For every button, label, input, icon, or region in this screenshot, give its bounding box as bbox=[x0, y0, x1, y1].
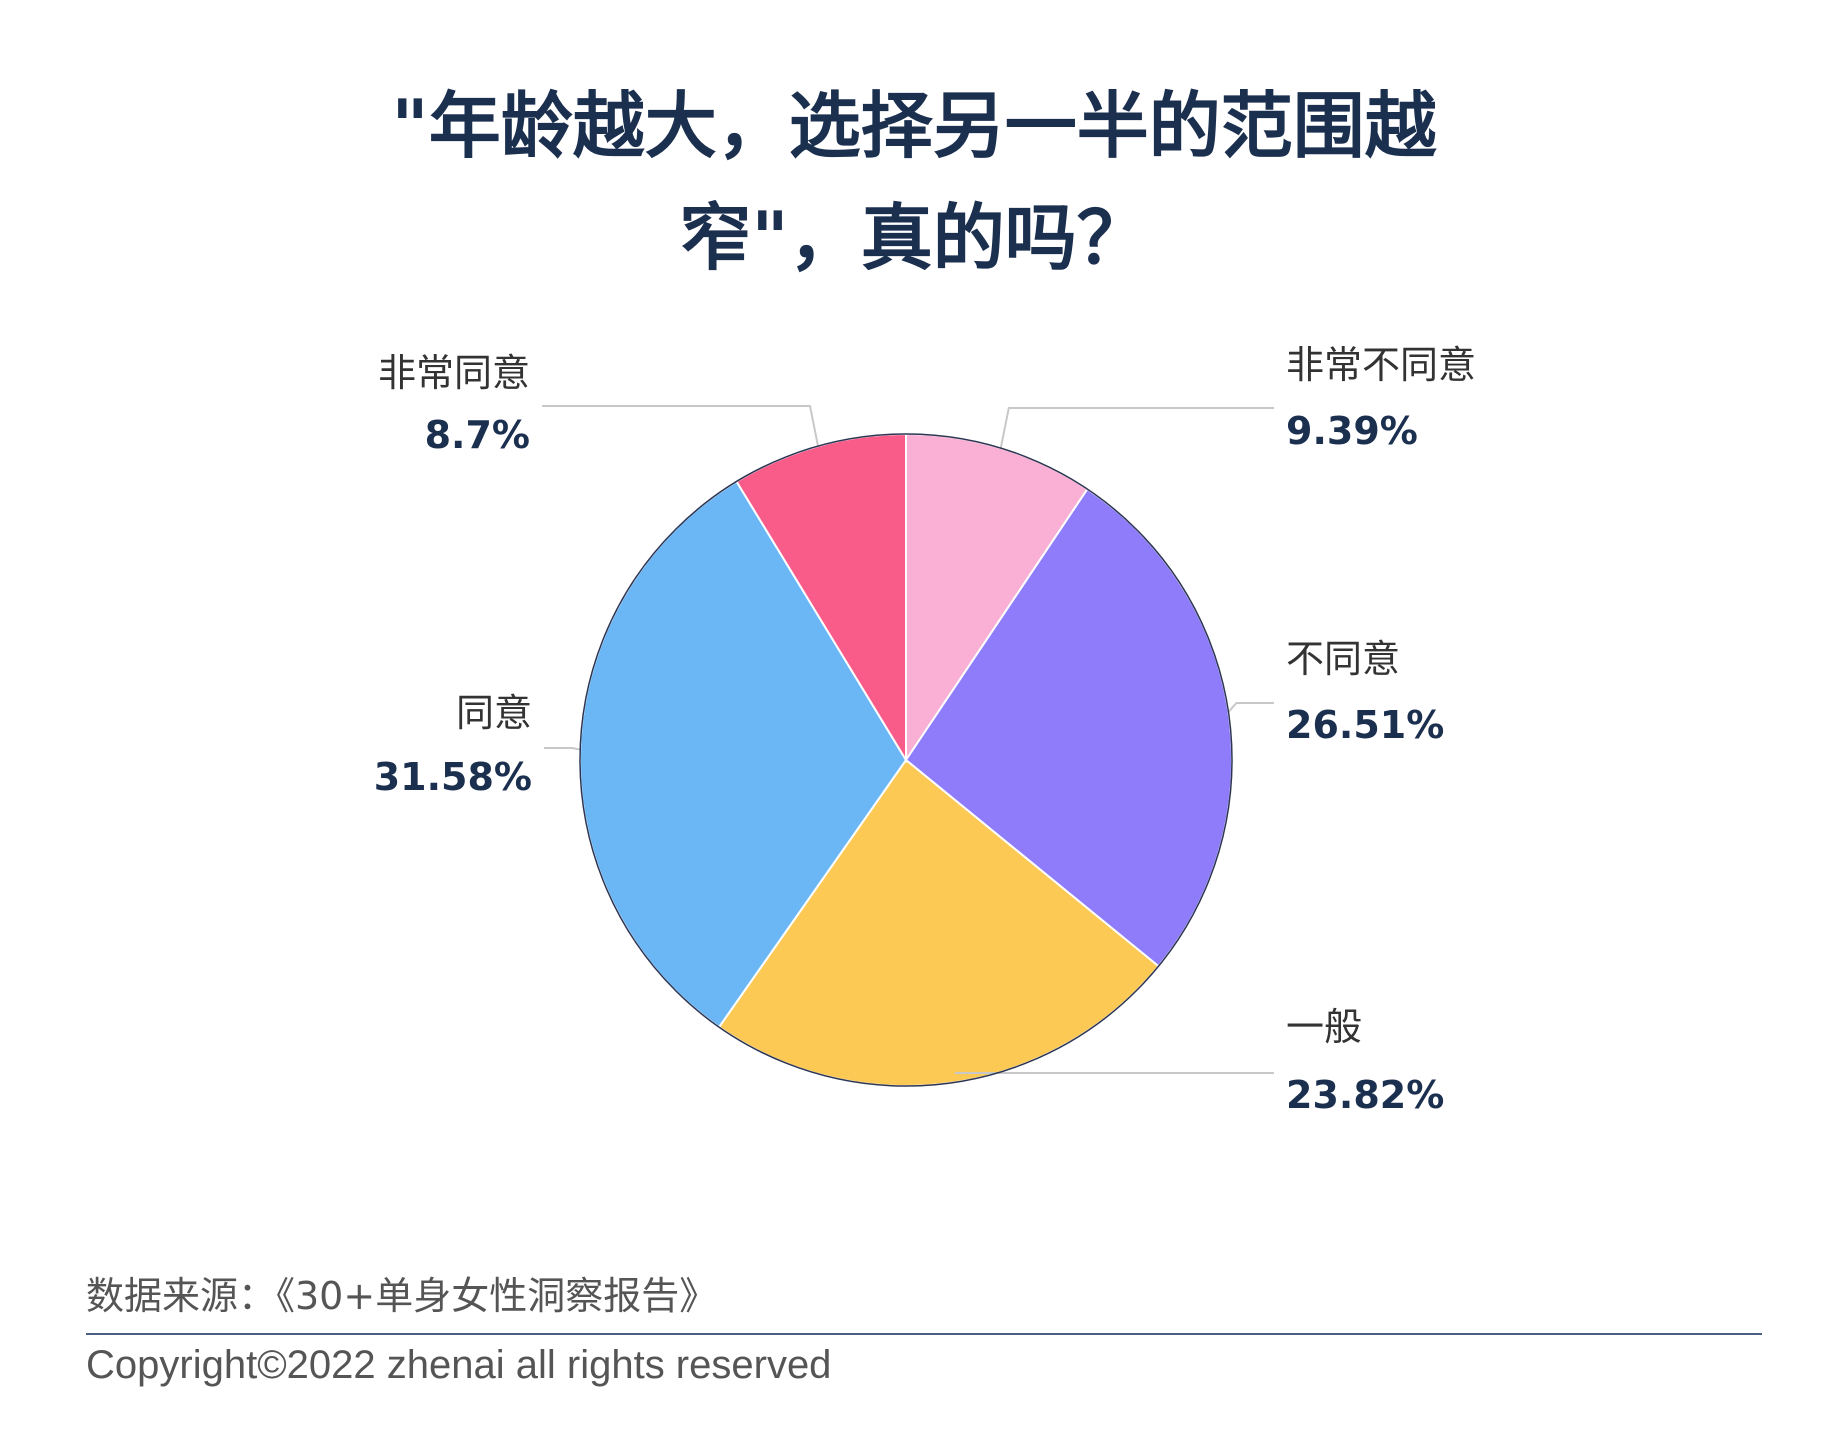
leader-line-2 bbox=[1227, 702, 1274, 713]
slice-label-3: 一般 bbox=[1286, 1005, 1362, 1049]
slice-label-1: 非常不同意 bbox=[1286, 343, 1476, 387]
leader-line-1 bbox=[999, 407, 1274, 449]
chart-title-line-1: "年龄越大，选择另一半的范围越 bbox=[391, 84, 1437, 168]
footer-divider bbox=[86, 1333, 1762, 1335]
copyright-text: Copyright©2022 zhenai all rights reserve… bbox=[86, 1343, 832, 1387]
leader-line-3 bbox=[955, 1072, 1274, 1074]
slice-label-2: 不同意 bbox=[1286, 637, 1400, 681]
slice-value-1: 9.39% bbox=[1286, 409, 1418, 453]
slice-value-3: 23.82% bbox=[1286, 1073, 1444, 1117]
leader-line-4 bbox=[544, 747, 581, 751]
slice-label-5: 非常同意 bbox=[378, 351, 530, 395]
leader-line-5 bbox=[542, 405, 819, 447]
slice-value-5: 8.7% bbox=[425, 413, 530, 457]
chart-title-line-2: 窄"，真的吗？ bbox=[679, 196, 1149, 280]
slice-label-4: 同意 bbox=[456, 691, 532, 735]
data-source: 数据来源：《30+单身女性洞察报告》 bbox=[86, 1274, 718, 1318]
slice-value-4: 31.58% bbox=[374, 755, 532, 799]
slice-value-2: 26.51% bbox=[1286, 703, 1444, 747]
chart-title: "年龄越大，选择另一半的范围越 窄"，真的吗？ bbox=[0, 70, 1828, 294]
pie-outline bbox=[579, 433, 1233, 1087]
